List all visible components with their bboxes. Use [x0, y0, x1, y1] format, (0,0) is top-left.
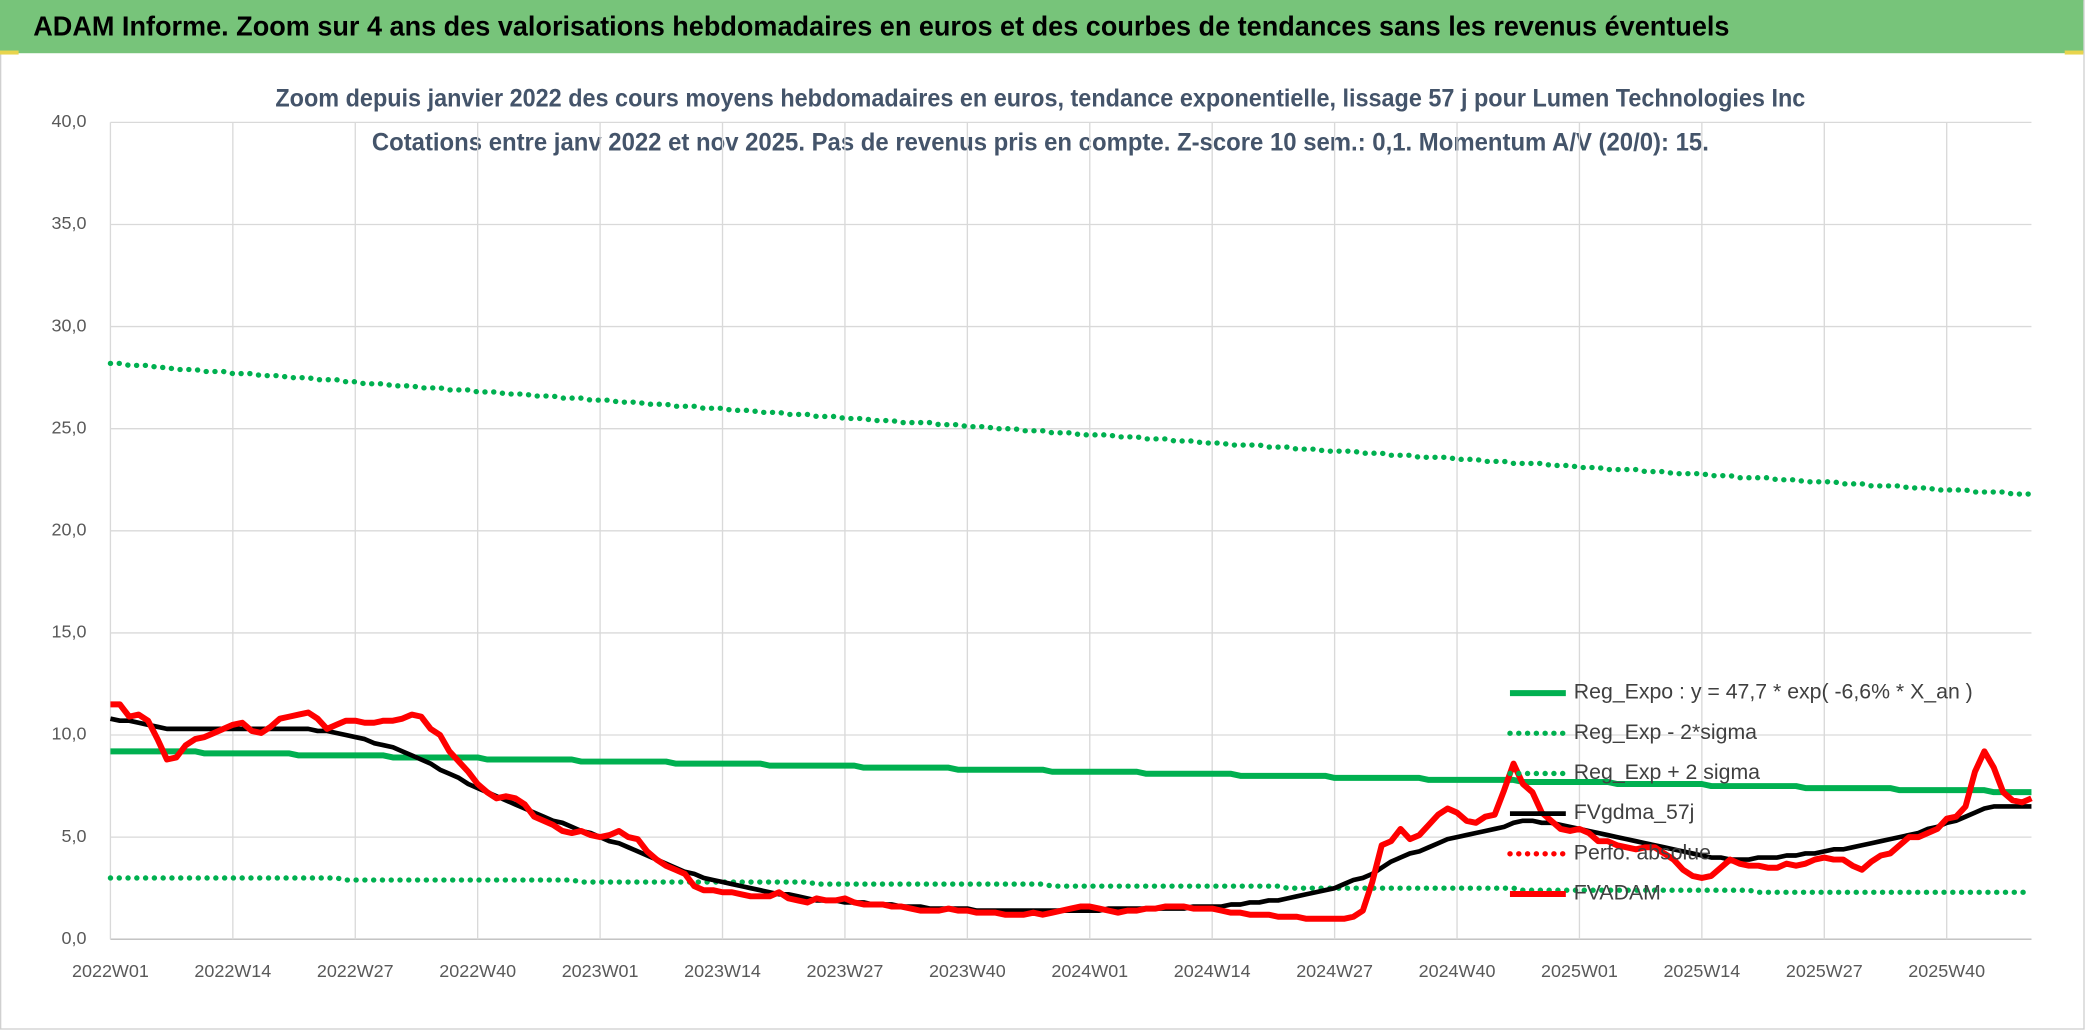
y-tick-label: 20,0 [52, 520, 87, 540]
x-tick-label: 2023W40 [929, 961, 1006, 981]
x-tick-label: 2024W01 [1051, 961, 1128, 981]
x-tick-label: 2025W40 [1908, 961, 1985, 981]
x-tick-label: 2022W01 [72, 961, 149, 981]
x-tick-label: 2025W27 [1786, 961, 1863, 981]
series-line [107, 360, 2035, 497]
x-tick-label: 2022W40 [439, 961, 516, 981]
y-tick-label: 30,0 [52, 315, 87, 335]
series-line [110, 748, 2032, 796]
y-tick-label: 35,0 [52, 213, 87, 233]
y-tick-label: 5,0 [62, 826, 87, 846]
header-title: ADAM Informe. Zoom sur 4 ans des valoris… [33, 10, 1729, 41]
y-tick-label: 10,0 [52, 724, 87, 744]
y-tick-label: 0,0 [62, 928, 87, 948]
x-tick-label: 2025W01 [1541, 961, 1618, 981]
grid: 0,0 5,0 10,0 15,0 20,0 25,0 30,0 35,0 40,0 2022W0… [52, 111, 2032, 981]
header-bar [0, 0, 2084, 54]
plot [107, 360, 2035, 922]
x-tick-label: 2023W14 [684, 961, 761, 981]
x-tick-label: 2023W27 [807, 961, 884, 981]
x-tick-label: 2022W14 [194, 961, 271, 981]
legend-label: FVgdma_57j [1574, 800, 1695, 824]
x-tick-label: 2022W27 [317, 961, 394, 981]
corner-mark [2064, 50, 2084, 55]
legend-label: Perfo. absolue [1574, 840, 1711, 864]
legend-label: Reg_Expo : y = 47,7 * exp( -6,6% * X_an … [1574, 680, 1973, 704]
y-tick-label: 25,0 [52, 417, 87, 437]
x-tick-label: 2023W01 [562, 961, 639, 981]
legend: Reg_Expo : y = 47,7 * exp( -6,6% * X_an … [1507, 680, 1973, 905]
x-tick-label: 2024W14 [1174, 961, 1251, 981]
y-tick-label: 15,0 [52, 622, 87, 642]
corner-mark [0, 50, 19, 55]
x-tick-label: 2024W27 [1296, 961, 1373, 981]
x-tick-label: 2025W14 [1663, 961, 1740, 981]
legend-label: Reg_Exp - 2*sigma [1574, 720, 1757, 744]
legend-label: Reg_Exp + 2 sigma [1574, 760, 1760, 784]
y-tick-label: 40,0 [52, 111, 87, 131]
legend-label: FVADAM [1574, 881, 1661, 905]
series-line [110, 701, 2033, 922]
chart-title: Zoom depuis janvier 2022 des cours moyen… [275, 84, 1805, 112]
chart-subtitle: Cotations entre janv 2022 et nov 2025. P… [372, 128, 1709, 156]
x-tick-label: 2024W40 [1419, 961, 1496, 981]
